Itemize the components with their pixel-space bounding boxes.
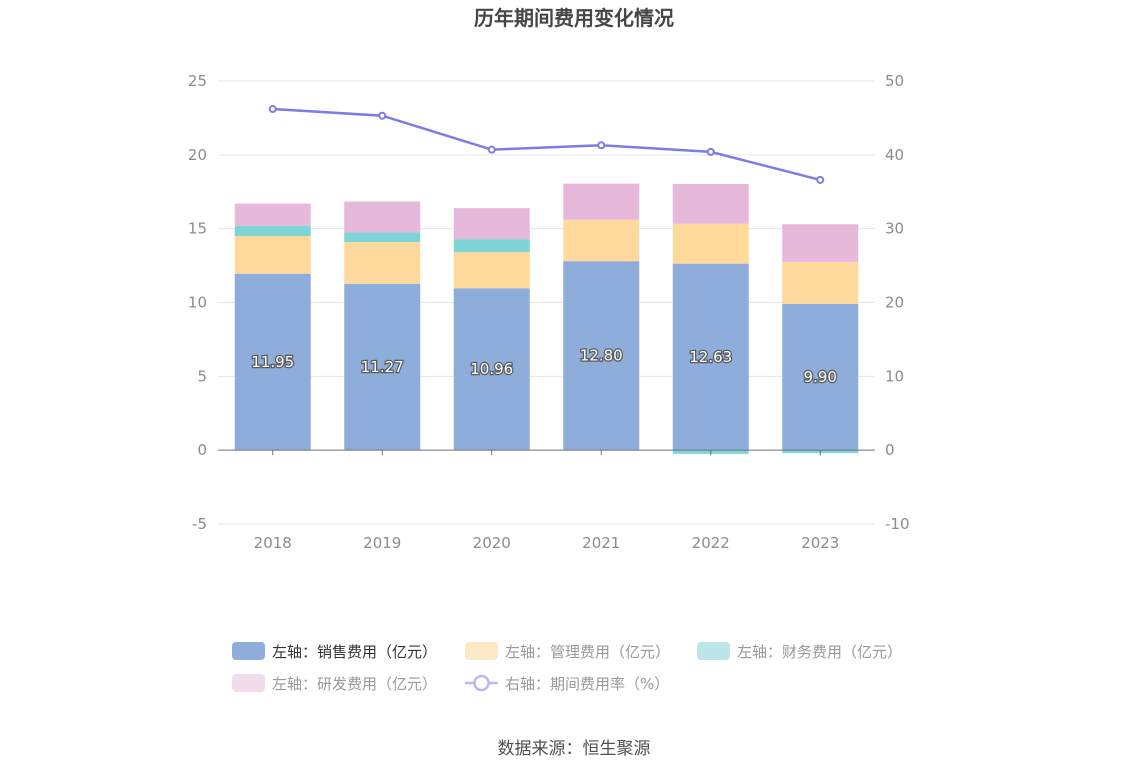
- legend-circle-swatch: [473, 674, 490, 692]
- right-tick-label: 20: [885, 294, 904, 312]
- data-label: 9.90: [804, 368, 837, 386]
- legend-item-4[interactable]: 左轴：研发费用（亿元）: [232, 674, 437, 693]
- legend-label: 左轴：财务费用（亿元）: [737, 643, 902, 661]
- rate-point[interactable]: [816, 175, 825, 184]
- x-tick-label: 2019: [363, 534, 401, 552]
- left-axis: -5 0 5 10 15 20 25: [188, 72, 207, 533]
- right-tick-label: 50: [885, 72, 904, 90]
- bars-layer: [234, 183, 859, 454]
- data-label: 11.27: [361, 358, 404, 376]
- bar-3-2018[interactable]: [234, 225, 311, 237]
- rate-line: [272, 107, 821, 182]
- bar-2-2018[interactable]: [234, 236, 311, 274]
- bar-4-2020[interactable]: [453, 208, 530, 240]
- bar-2-2020[interactable]: [453, 252, 530, 289]
- left-tick-label: 25: [188, 72, 207, 90]
- chart-title: 历年期间费用变化情况: [474, 6, 674, 30]
- bar-2-2022[interactable]: [672, 223, 749, 264]
- line-layer: [268, 105, 825, 184]
- bar-2-2023[interactable]: [782, 261, 859, 304]
- left-tick-label: 10: [188, 294, 207, 312]
- bar-1-2021[interactable]: [563, 261, 640, 451]
- x-tick-label: 2021: [582, 534, 620, 552]
- legend-item-2[interactable]: 左轴：管理费用（亿元）: [465, 642, 670, 661]
- legend: 左轴：销售费用（亿元） 左轴：管理费用（亿元） 左轴：财务费用（亿元） 左轴：研发费用…: [232, 642, 902, 693]
- bar-2-2019[interactable]: [344, 242, 421, 284]
- data-label: 12.63: [689, 348, 732, 366]
- legend-item-1[interactable]: 左轴：销售费用（亿元）: [232, 642, 437, 661]
- legend-label: 左轴：管理费用（亿元）: [505, 643, 670, 661]
- bar-1-2020[interactable]: [453, 288, 530, 451]
- right-tick-label: 40: [885, 146, 904, 164]
- legend-item-3[interactable]: 左轴：财务费用（亿元）: [697, 642, 902, 661]
- rate-point[interactable]: [487, 145, 496, 154]
- bar-4-2019[interactable]: [344, 201, 421, 233]
- bar-1-2019[interactable]: [344, 283, 421, 451]
- bar-3-2020[interactable]: [453, 239, 530, 253]
- legend-label: 右轴：期间费用率（%）: [505, 675, 669, 693]
- bar-1-2023[interactable]: [782, 303, 859, 451]
- bar-4-2018[interactable]: [234, 203, 311, 226]
- legend-item-5[interactable]: 右轴：期间费用率（%）: [465, 674, 669, 693]
- grid-layer: [218, 80, 875, 525]
- x-axis-labels: 2018 2019 2020 2021 2022 2023: [254, 534, 840, 552]
- right-tick-label: 30: [885, 220, 904, 238]
- source-note: 数据来源：恒生聚源: [498, 739, 651, 759]
- right-tick-label: -10: [885, 515, 910, 533]
- right-axis: -10 0 10 20 30 40 50: [885, 72, 910, 533]
- x-tick-label: 2020: [473, 534, 511, 552]
- left-tick-label: 0: [197, 441, 207, 459]
- right-tick-label: 0: [885, 441, 895, 459]
- bar-4-2022[interactable]: [672, 183, 749, 224]
- bar-4-2023[interactable]: [782, 224, 859, 262]
- legend-swatch: [697, 642, 730, 660]
- legend-label: 左轴：研发费用（亿元）: [272, 675, 437, 693]
- legend-swatch: [232, 674, 265, 692]
- x-tick-label: 2022: [692, 534, 730, 552]
- x-tick-label: 2018: [254, 534, 292, 552]
- left-tick-label: 20: [188, 146, 207, 164]
- bar-2-2021[interactable]: [563, 219, 640, 262]
- x-axis: [218, 449, 875, 456]
- bar-3-2019[interactable]: [344, 232, 421, 243]
- legend-label: 左轴：销售费用（亿元）: [272, 643, 437, 661]
- rate-point[interactable]: [268, 105, 277, 114]
- bar-1-2018[interactable]: [234, 273, 311, 451]
- rate-point[interactable]: [378, 111, 387, 120]
- data-labels: 11.95 11.27 10.96 12.80 12.63 9.90: [250, 345, 838, 387]
- data-label: 10.96: [470, 360, 513, 378]
- right-tick-label: 10: [885, 367, 904, 385]
- x-tick-label: 2023: [801, 534, 839, 552]
- bar-4-2021[interactable]: [563, 183, 640, 220]
- data-label: 11.95: [251, 353, 294, 371]
- left-tick-label: 5: [197, 367, 207, 385]
- bar-1-2022[interactable]: [672, 263, 749, 451]
- legend-swatch: [465, 642, 498, 660]
- data-label: 12.80: [580, 347, 623, 365]
- legend-swatch: [232, 642, 265, 660]
- rate-point[interactable]: [597, 141, 606, 150]
- left-tick-label: 15: [188, 220, 207, 238]
- left-tick-label: -5: [192, 515, 207, 533]
- rate-point[interactable]: [706, 147, 715, 156]
